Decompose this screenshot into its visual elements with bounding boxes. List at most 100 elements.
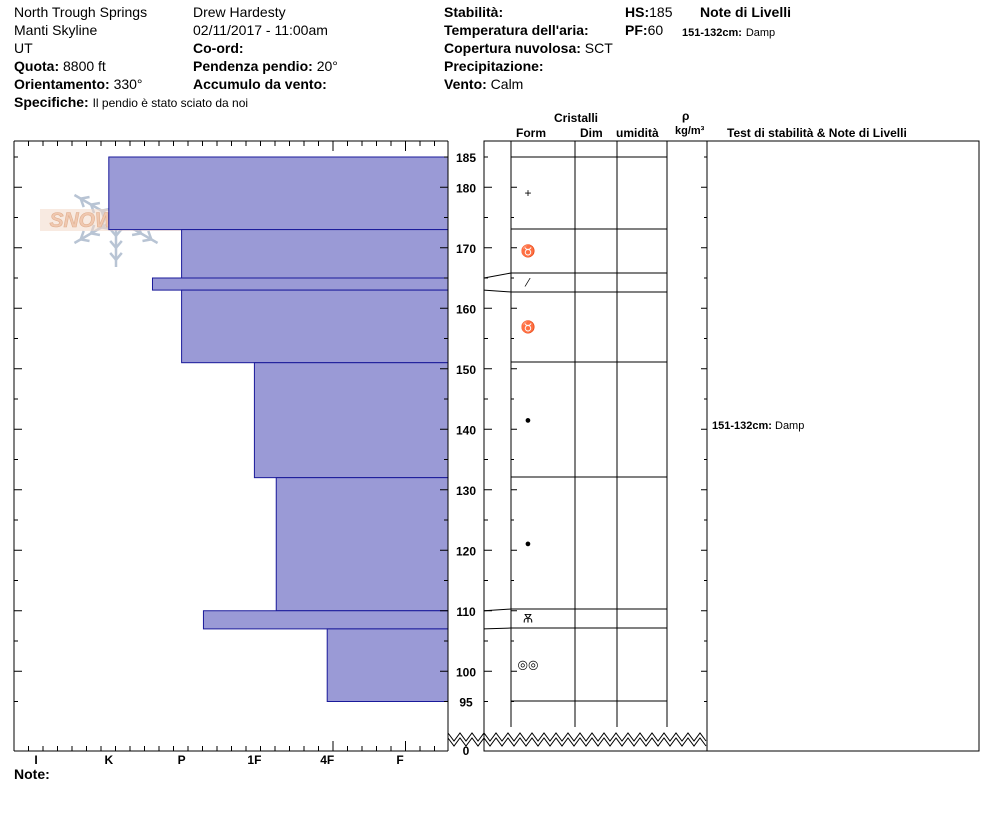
chart-frame bbox=[13, 140, 449, 752]
flake-branch bbox=[90, 201, 101, 206]
layer-note-chart-range: 151-132cm: bbox=[712, 420, 772, 432]
specifics-label: Specifiche: bbox=[14, 94, 89, 110]
tests-notes-header: Test di stabilità & Note di Livelli bbox=[727, 126, 907, 140]
depth-tick-label: 130 bbox=[456, 484, 476, 498]
elevation-value: 8800 ft bbox=[63, 58, 106, 74]
strat-frame bbox=[483, 140, 980, 752]
depth-tick-label: 120 bbox=[456, 544, 476, 558]
layer-note-chart: 151-132cm: Damp bbox=[712, 420, 804, 432]
moisture-header: umidità bbox=[616, 126, 659, 140]
grain-form-symbol: ♉ bbox=[521, 320, 536, 334]
wind-label: Vento: bbox=[444, 76, 487, 92]
elevation: Quota: 8800 ft bbox=[14, 58, 106, 74]
stability-label: Stabilità: bbox=[444, 4, 504, 20]
hs: HS:185 bbox=[625, 4, 672, 20]
depth-tick-label: 160 bbox=[456, 302, 476, 316]
layer-connector bbox=[483, 289, 512, 293]
hardness-bar bbox=[181, 289, 449, 364]
dim-header: Dim bbox=[580, 126, 603, 140]
cloud-label: Copertura nuvolosa: bbox=[444, 40, 581, 56]
hardness-tick-label: I bbox=[34, 753, 37, 767]
wind-loading-label: Accumulo da vento: bbox=[193, 76, 327, 92]
flake-branch bbox=[109, 240, 117, 249]
layer-connector bbox=[483, 272, 512, 279]
hardness-bar bbox=[253, 362, 449, 479]
pf: PF:60 bbox=[625, 22, 663, 38]
coord-label: Co-ord: bbox=[193, 40, 244, 56]
depth-tick-label: 185 bbox=[456, 151, 476, 165]
header-layer-note-text: Damp bbox=[745, 27, 776, 39]
state-name: UT bbox=[14, 40, 33, 56]
observation-datetime: 02/11/2017 - 11:00am bbox=[193, 22, 328, 38]
hardness-bar bbox=[181, 229, 449, 279]
hardness-tick-label: 4F bbox=[320, 753, 334, 767]
observer-name: Drew Hardesty bbox=[193, 4, 286, 20]
grain-form-symbol: ● bbox=[525, 538, 532, 550]
grain-form-symbol: + bbox=[524, 186, 531, 200]
density-symbol: ρ bbox=[682, 109, 690, 123]
flake-branch bbox=[80, 195, 90, 200]
crystals-header: Cristalli bbox=[554, 111, 599, 125]
density-unit: kg/m³ bbox=[675, 125, 705, 137]
pf-value: 60 bbox=[647, 22, 664, 38]
depth-tick-label: 95 bbox=[459, 696, 473, 710]
hardness-bar bbox=[202, 610, 449, 630]
wind: Vento: Calm bbox=[444, 76, 523, 92]
grain-form-symbol: ⁄ bbox=[524, 276, 531, 290]
flake-branch bbox=[79, 198, 85, 208]
slope-label: Pendenza pendio: bbox=[193, 58, 313, 74]
layer-notes-label: Note di Livelli bbox=[700, 4, 792, 20]
elevation-label: Quota: bbox=[14, 58, 60, 74]
grain-form-symbol: ◎◎ bbox=[518, 658, 539, 672]
form-header: Form bbox=[516, 126, 546, 140]
grain-form-symbol: ♉ bbox=[521, 244, 536, 258]
hs-value: 185 bbox=[649, 4, 673, 20]
flake-branch bbox=[115, 252, 123, 261]
specifics: Specifiche: Il pendio è stato sciato da … bbox=[14, 94, 248, 111]
grain-form-symbol: Ѫ bbox=[523, 612, 533, 626]
hardness-tick-label: 1F bbox=[247, 753, 261, 767]
location-name: North Trough Springs bbox=[14, 4, 148, 20]
aspect-label: Orientamento: bbox=[14, 76, 110, 92]
depth-tick-label: 100 bbox=[456, 665, 476, 679]
grain-form-symbol: ● bbox=[525, 415, 532, 427]
layer-connector bbox=[483, 627, 512, 630]
hardness-tick-label: P bbox=[178, 753, 186, 767]
depth-tick-label: 170 bbox=[456, 242, 476, 256]
flake-branch bbox=[147, 230, 153, 240]
flake-branch bbox=[109, 252, 117, 261]
slope-value: 20° bbox=[316, 58, 338, 74]
pf-label: PF: bbox=[625, 22, 648, 38]
range-name: Manti Skyline bbox=[14, 22, 98, 38]
layer-connector bbox=[483, 608, 512, 612]
depth-tick-label: 150 bbox=[456, 363, 476, 377]
hardness-profile bbox=[108, 156, 449, 703]
specifics-value: Il pendio è stato sciato da noi bbox=[92, 96, 249, 110]
flake-branch bbox=[142, 238, 152, 243]
hardness-bar bbox=[151, 277, 449, 291]
hardness-tick-label: K bbox=[104, 753, 113, 767]
aspect-value: 330° bbox=[113, 76, 143, 92]
header-layer-note: 151-132cm: Damp bbox=[682, 23, 775, 41]
axis-break-line bbox=[447, 737, 707, 747]
hardness-bar bbox=[275, 477, 449, 612]
depth-tick-label: 110 bbox=[456, 605, 476, 619]
hardness-tick-label: F bbox=[396, 753, 403, 767]
hardness-axis: I K P 1F 4F F bbox=[34, 753, 403, 767]
header-layer-note-range: 151-132cm: bbox=[682, 27, 742, 39]
depth-tick-label: 140 bbox=[456, 423, 476, 437]
depth-axis: 0 95 100 110 120 130 140 150 160 170 180 185 bbox=[456, 151, 476, 758]
layer-note-chart-text: Damp bbox=[775, 420, 804, 432]
flake-branch bbox=[90, 232, 101, 237]
cloud-cover: Copertura nuvolosa: SCT bbox=[444, 40, 613, 56]
notes-label: Note: bbox=[14, 766, 50, 782]
cloud-value: SCT bbox=[584, 40, 613, 56]
hardness-bar bbox=[108, 156, 449, 231]
hardness-bar bbox=[326, 628, 449, 703]
stratigraphy-column: + ♉ ⁄ ♉ ● ● Ѫ ◎◎ bbox=[447, 140, 980, 752]
flake-branch bbox=[79, 230, 85, 240]
precip-label: Precipitazione: bbox=[444, 58, 544, 74]
wind-value: Calm bbox=[490, 76, 524, 92]
flake-branch bbox=[131, 232, 142, 237]
